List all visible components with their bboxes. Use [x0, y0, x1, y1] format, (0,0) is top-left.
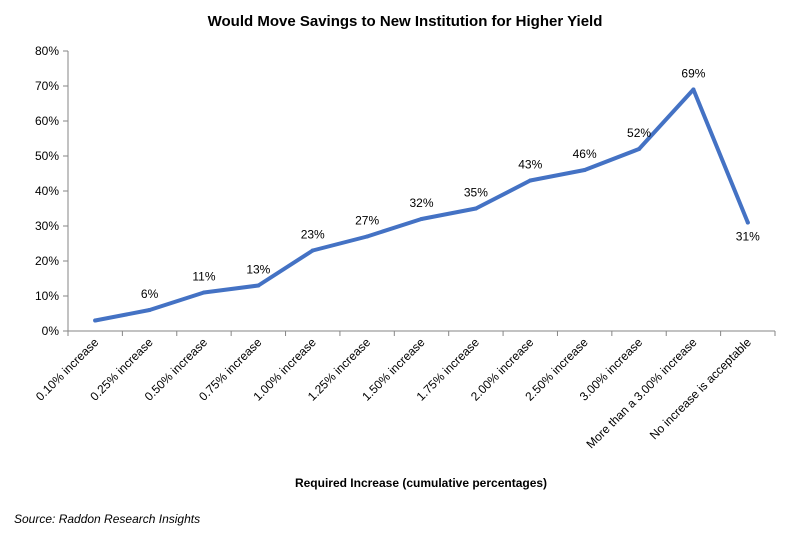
- data-point: [637, 147, 642, 151]
- y-tick-label: 60%: [35, 114, 59, 128]
- data-label: 46%: [573, 147, 597, 161]
- data-point: [745, 220, 750, 225]
- data-label: 31%: [736, 230, 760, 244]
- y-axis-ticks: 0% 10% 20% 30% 40% 50% 60% 70% 80%: [35, 44, 68, 338]
- y-tick-label: 10%: [35, 289, 59, 303]
- data-label: 32%: [409, 196, 433, 210]
- y-tick-label: 0%: [42, 324, 60, 338]
- x-tick-label: More than a 3.00% increase: [584, 335, 700, 451]
- data-point: [201, 290, 206, 295]
- data-point: [310, 248, 315, 253]
- chart-title: Would Move Savings to New Institution fo…: [208, 13, 603, 30]
- data-point: [528, 178, 533, 183]
- data-point: [256, 283, 261, 288]
- y-tick-label: 50%: [35, 149, 59, 163]
- data-point: [691, 87, 696, 92]
- data-point: [473, 206, 478, 211]
- data-label: 23%: [301, 228, 325, 242]
- x-axis-title: Required Increase (cumulative percentage…: [295, 476, 547, 490]
- series-group: [93, 87, 750, 323]
- x-tick-label: No increase is acceptable: [647, 335, 754, 442]
- data-point: [93, 318, 98, 323]
- data-point: [147, 308, 152, 312]
- data-label: 69%: [681, 67, 705, 81]
- data-point: [365, 234, 370, 239]
- y-tick-label: 40%: [35, 184, 59, 198]
- data-point: [582, 168, 587, 172]
- data-label: 6%: [141, 287, 159, 301]
- data-label: 27%: [355, 214, 379, 228]
- data-label: 35%: [464, 186, 488, 200]
- y-tick-label: 70%: [35, 79, 59, 93]
- data-labels: 6% 11% 13% 23% 27% 32% 35% 43% 46% 52% 69% 31%: [141, 67, 760, 302]
- y-tick-label: 30%: [35, 219, 59, 233]
- chart-axes: [67, 51, 775, 332]
- data-label: 11%: [192, 270, 215, 284]
- data-point: [419, 217, 424, 221]
- data-label: 13%: [246, 263, 270, 277]
- y-tick-label: 20%: [35, 254, 59, 268]
- data-label: 52%: [627, 126, 651, 140]
- y-tick-label: 80%: [35, 44, 59, 58]
- data-label: 43%: [518, 158, 542, 172]
- source-note: Source: Raddon Research Insights: [14, 512, 201, 526]
